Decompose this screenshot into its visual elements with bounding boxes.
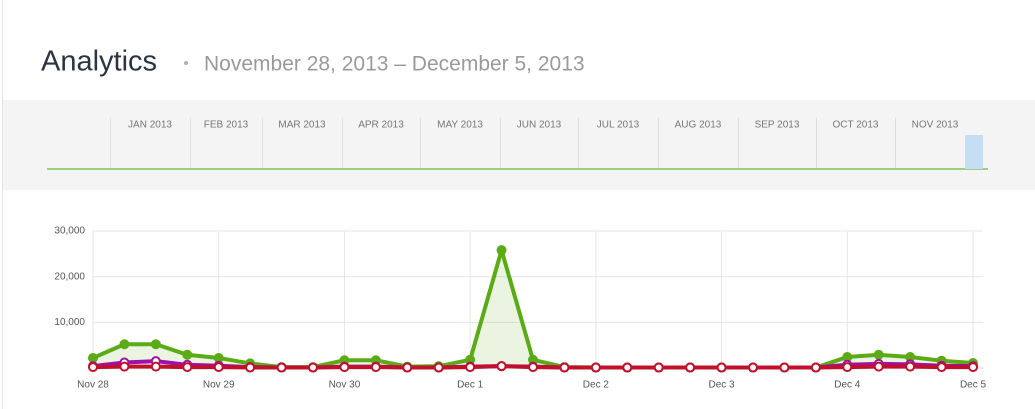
point (528, 362, 538, 373)
date-range: November 28, 2013 – December 5, 2013 (204, 53, 585, 76)
point (905, 361, 916, 372)
point (433, 362, 444, 373)
x-tick-label: Nov 30 (329, 380, 361, 391)
month-label: MAR 2013 (278, 120, 326, 131)
month-label: MAY 2013 (437, 120, 483, 131)
point (842, 362, 853, 373)
point (339, 362, 350, 373)
point (119, 339, 130, 350)
month-label: APR 2013 (358, 120, 404, 131)
point (370, 362, 381, 373)
timeline-selection[interactable] (965, 135, 983, 169)
point (622, 362, 633, 373)
y-tick-label: 20,000 (54, 271, 85, 282)
point (873, 349, 884, 360)
timeline-band (3, 100, 1035, 190)
point (245, 362, 256, 373)
point (968, 362, 978, 373)
y-tick-label: 30,000 (54, 226, 85, 237)
month-label: FEB 2013 (204, 120, 249, 131)
point (748, 362, 758, 373)
point (685, 362, 696, 373)
point (182, 362, 193, 373)
point (716, 362, 727, 373)
point (936, 362, 947, 373)
point (465, 362, 476, 373)
point (182, 349, 193, 360)
x-tick-label: Dec 3 (709, 380, 736, 391)
point (779, 362, 790, 373)
point (873, 361, 884, 372)
point (810, 362, 821, 373)
x-tick-label: Dec 2 (583, 380, 610, 391)
x-tick-label: Nov 28 (77, 380, 109, 391)
point (308, 362, 318, 373)
y-tick-label: 10,000 (54, 317, 85, 328)
point (590, 362, 601, 373)
point (150, 361, 161, 372)
point (88, 352, 98, 363)
point (213, 362, 224, 373)
timeline: JAN 2013 FEB 2013 MAR 2013 APR 2013 MAY 2013… (110, 118, 959, 168)
x-tick-label: Nov 29 (203, 380, 235, 391)
month-label: JUL 2013 (597, 120, 640, 131)
x-tick-label: Dec 1 (457, 380, 484, 391)
month-label: AUG 2013 (675, 120, 722, 131)
month-label: OCT 2013 (833, 120, 879, 131)
page-title: Analytics (41, 46, 157, 78)
point (496, 245, 507, 256)
x-tick-label: Dec 5 (960, 380, 987, 391)
month-label: JUN 2013 (517, 120, 562, 131)
month-label: SEP 2013 (755, 120, 800, 131)
x-tick-label: Dec 4 (834, 380, 861, 391)
month-label: JAN 2013 (128, 120, 172, 131)
point (276, 362, 287, 373)
month-label: NOV 2013 (912, 120, 959, 131)
point (119, 361, 130, 372)
separator-dot (184, 61, 188, 65)
point (150, 339, 161, 350)
point (88, 362, 98, 373)
chart: 10,000 20,000 30,000 Nov 28 Nov 29 Nov 30 Dec … (54, 226, 986, 391)
point (496, 361, 507, 372)
point (653, 362, 664, 373)
point (402, 362, 413, 373)
point (559, 362, 570, 373)
